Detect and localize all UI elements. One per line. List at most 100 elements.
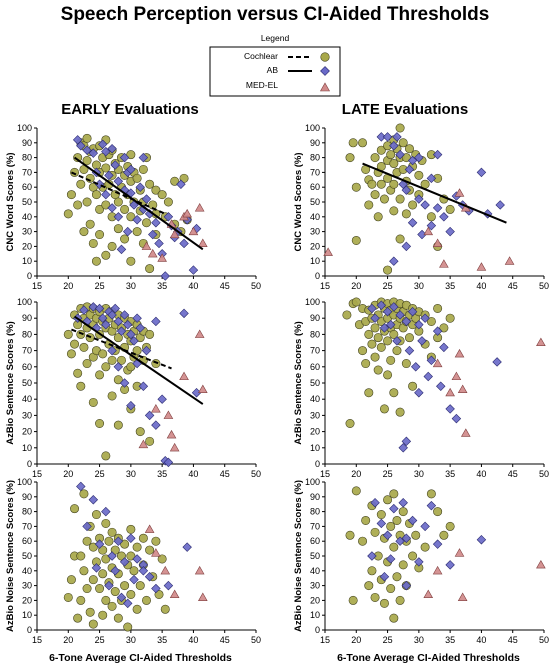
point-cochlear (364, 581, 374, 591)
point-med-el (138, 439, 149, 449)
point-ab (126, 329, 136, 340)
point-ab (104, 170, 114, 181)
panel-early-azbio-quiet: 0 10 20 30 40 50 60 70 80 90 100 15 20 25 30 35 40 45 50 Az… (5, 297, 261, 479)
y-tick-label: 100 (17, 477, 32, 487)
y-tick-label: 90 (22, 138, 32, 148)
point-cochlear (82, 359, 92, 369)
point-ab (389, 302, 399, 312)
y-tick-label: 100 (305, 297, 320, 307)
point-med-el (141, 241, 152, 250)
point-ab (379, 571, 390, 582)
point-cochlear (408, 200, 418, 210)
point-med-el (151, 404, 161, 413)
point-cochlear (358, 536, 368, 546)
point-cochlear (73, 200, 83, 210)
point-cochlear (126, 362, 136, 372)
point-ab (72, 135, 83, 145)
point-cochlear (113, 420, 123, 430)
point-cochlear (426, 212, 436, 222)
point-ab (157, 394, 167, 404)
point-ab (107, 143, 117, 154)
point-ab (141, 345, 152, 356)
point-ab (135, 323, 145, 333)
point-med-el (423, 589, 434, 599)
x-tick-label: 35 (445, 635, 455, 645)
point-ab (179, 308, 189, 319)
point-ab (426, 173, 437, 184)
point-med-el (476, 262, 487, 271)
point-ab (401, 580, 412, 591)
point-cochlear (376, 342, 386, 352)
point-med-el (144, 524, 155, 533)
y-axis-label: CNC Word Scores (%) (5, 152, 16, 251)
point-cochlear (76, 179, 86, 189)
point-ab (144, 410, 155, 421)
y-tick-label: 50 (310, 551, 320, 561)
point-ab (129, 574, 139, 585)
point-cochlear (76, 381, 86, 391)
point-cochlear (386, 150, 396, 160)
point-cochlear (389, 388, 399, 398)
point-cochlear (408, 381, 418, 391)
x-tick-label: 40 (188, 469, 198, 479)
point-ab (138, 381, 149, 391)
point-ab (382, 306, 393, 317)
point-cochlear (445, 313, 455, 323)
point-cochlear (398, 138, 408, 148)
point-med-el (432, 358, 443, 368)
point-cochlear (370, 323, 380, 333)
y-tick-label: 50 (22, 197, 32, 207)
point-ab (107, 203, 117, 213)
point-ab (119, 557, 130, 567)
point-ab (163, 212, 174, 222)
trend-line-cochlear (71, 171, 166, 215)
y-tick-label: 40 (22, 394, 32, 404)
x-tick-label: 40 (476, 469, 486, 479)
point-cochlear (82, 536, 92, 546)
point-ab (476, 167, 487, 178)
point-cochlear (79, 489, 89, 499)
point-cochlear (73, 613, 83, 623)
point-ab (104, 580, 114, 591)
point-cochlear (101, 595, 111, 605)
y-tick-label: 40 (310, 212, 320, 222)
point-ab (432, 539, 443, 549)
point-ab (411, 362, 421, 372)
point-ab (492, 357, 502, 367)
y-tick-label: 0 (315, 625, 320, 635)
point-cochlear (113, 613, 123, 623)
point-cochlear (95, 418, 105, 428)
point-cochlear (179, 173, 189, 183)
point-ab (426, 220, 437, 231)
x-tick-label: 20 (351, 469, 361, 479)
point-ab (135, 182, 145, 192)
y-tick-label: 20 (22, 427, 32, 437)
y-tick-label: 40 (310, 566, 320, 576)
y-tick-label: 60 (22, 536, 32, 546)
y-tick-label: 90 (310, 313, 320, 323)
point-cochlear (160, 604, 170, 614)
point-ab (395, 310, 405, 320)
point-cochlear (104, 536, 114, 546)
point-ab (389, 503, 399, 514)
panel-late-azbio-noise: 0 10 20 30 40 50 60 70 80 90 100 15 20 25 30 35 40 45 50 Az… (293, 477, 549, 664)
x-tick-label: 15 (320, 469, 330, 479)
point-cochlear (411, 530, 421, 540)
point-ab (138, 566, 149, 576)
x-tick-label: 50 (539, 635, 549, 645)
point-cochlear (110, 545, 120, 555)
point-cochlear (401, 153, 411, 163)
y-tick-label: 30 (22, 410, 32, 420)
point-cochlear (132, 346, 142, 356)
point-med-el (163, 410, 174, 419)
point-cochlear (145, 179, 155, 189)
y-axis-label: AzBio Sentence Scores (%) (5, 321, 16, 445)
point-ab (188, 265, 199, 275)
point-cochlear (63, 209, 73, 219)
point-cochlear (113, 197, 123, 207)
x-tick-label: 15 (32, 635, 42, 645)
point-med-el (197, 238, 208, 247)
x-tick-label: 15 (32, 281, 42, 291)
point-ab (119, 378, 130, 388)
point-cochlear (95, 204, 105, 214)
